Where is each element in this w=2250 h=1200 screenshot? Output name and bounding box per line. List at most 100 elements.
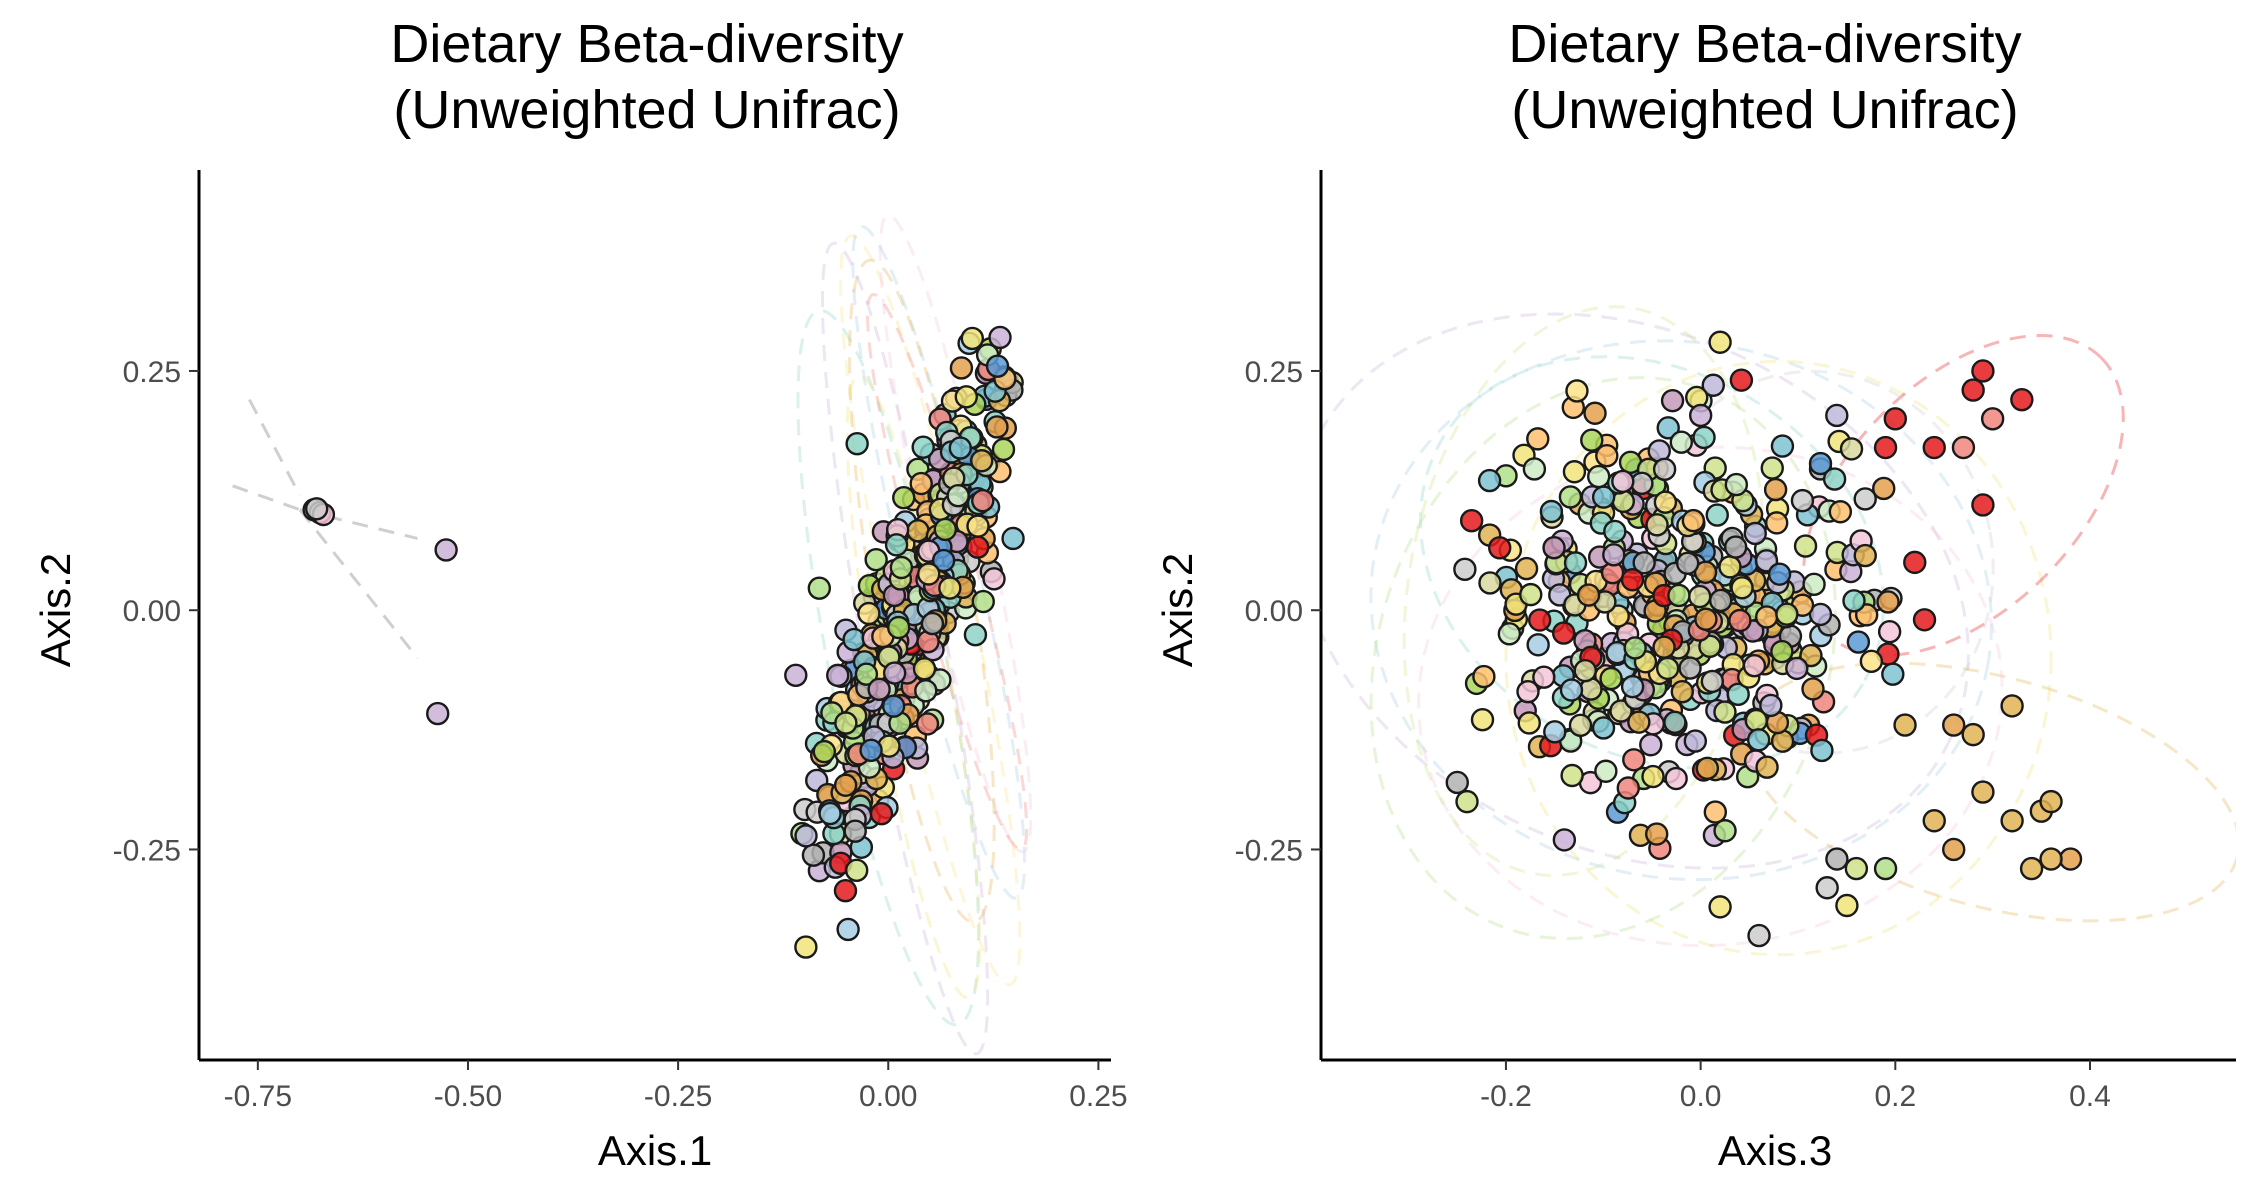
data-point: [1723, 535, 1748, 559]
data-point: [844, 858, 869, 883]
data-point: [1514, 556, 1539, 581]
chart-title-line1: Dietary Beta-diversity: [1508, 14, 2021, 74]
data-point: [933, 517, 957, 542]
data-point: [1603, 519, 1627, 544]
x-tick-label: -0.2: [1480, 1080, 1532, 1113]
data-point: [1517, 711, 1541, 735]
data-point: [2000, 694, 2024, 718]
data-point: [1790, 488, 1815, 513]
data-point: [1620, 568, 1645, 592]
data-point: [1808, 602, 1833, 627]
data-point: [801, 843, 826, 867]
data-point: [1656, 416, 1680, 440]
data-point: [1922, 809, 1946, 833]
confidence-ellipse: [1321, 312, 1970, 870]
data-point: [857, 601, 881, 626]
data-point: [434, 538, 458, 562]
data-point: [1701, 373, 1725, 397]
data-point: [1709, 588, 1733, 613]
data-point: [1859, 649, 1884, 674]
data-point: [1453, 557, 1477, 582]
data-point: [843, 819, 867, 843]
data-point: [1526, 427, 1550, 451]
data-point: [1652, 635, 1676, 659]
data-point: [1912, 608, 1937, 632]
data-point: [915, 712, 940, 736]
confidence-ellipse: [1418, 355, 1885, 770]
data-point: [985, 354, 1010, 378]
data-point: [982, 567, 1006, 591]
data-point: [1759, 693, 1783, 718]
x-tick-label: -0.50: [434, 1080, 502, 1113]
data-point: [1687, 584, 1712, 609]
data-point: [1808, 451, 1833, 476]
data-point: [966, 514, 990, 538]
data-point: [1844, 856, 1869, 881]
data-point: [304, 497, 329, 521]
data-point: [2000, 809, 2024, 833]
data-point: [1609, 699, 1633, 723]
data-point: [1655, 656, 1680, 681]
data-point: [1645, 513, 1669, 537]
data-point: [1532, 665, 1556, 689]
data-point: [1552, 828, 1577, 852]
data-point: [1645, 822, 1669, 846]
data-point: [960, 326, 985, 351]
data-point: [971, 589, 995, 614]
data-point: [794, 824, 818, 848]
data-point: [1754, 605, 1779, 629]
data-point: [1853, 543, 1877, 568]
data-point: [1591, 716, 1616, 740]
y-tick-label: 0.00: [1245, 595, 1303, 628]
data-point: [1623, 636, 1647, 660]
data-point: [1746, 728, 1771, 752]
data-point: [1630, 471, 1654, 496]
data-point: [1695, 756, 1720, 781]
data-point: [985, 415, 1009, 439]
x-axis-label: Axis.1: [598, 1127, 712, 1174]
data-point: [1770, 639, 1794, 664]
data-point: [826, 663, 850, 688]
data-point: [1742, 654, 1767, 678]
data-point: [1568, 713, 1593, 738]
data-point: [970, 449, 994, 473]
data-point: [1775, 602, 1799, 626]
data-point: [1961, 722, 1985, 747]
data-point: [854, 662, 879, 686]
data-point: [1670, 680, 1695, 704]
data-point: [1822, 467, 1847, 491]
data-point: [912, 657, 937, 681]
data-point: [1853, 487, 1877, 511]
data-point: [1700, 669, 1725, 694]
data-point: [1477, 468, 1502, 493]
data-point: [1730, 576, 1754, 600]
data-point: [794, 935, 818, 959]
data-point: [954, 385, 978, 409]
data-point: [1542, 536, 1566, 560]
data-point: [859, 738, 883, 763]
data-point: [1539, 499, 1564, 524]
data-point: [1815, 876, 1839, 900]
data-point: [1627, 710, 1651, 734]
y-axis-label: Axis.2: [1154, 553, 1201, 667]
data-point: [1842, 589, 1866, 613]
data-point: [1559, 678, 1584, 702]
data-point: [1718, 555, 1742, 579]
chart-title-line2: (Unweighted Unifrac): [1511, 80, 2018, 140]
data-point: [966, 535, 990, 559]
data-point: [1683, 729, 1708, 753]
data-point: [917, 562, 941, 586]
data-point: [882, 661, 907, 685]
data-point: [963, 623, 988, 647]
data-point: [1652, 457, 1677, 482]
y-tick-label: 0.25: [123, 356, 181, 389]
data-point: [1839, 437, 1864, 461]
data-point: [1903, 550, 1927, 575]
data-point: [1971, 493, 1995, 517]
data-point: [988, 325, 1012, 350]
data-point: [1595, 444, 1619, 468]
data-point: [931, 548, 956, 573]
data-point: [1971, 359, 1995, 383]
data-point: [818, 801, 842, 826]
